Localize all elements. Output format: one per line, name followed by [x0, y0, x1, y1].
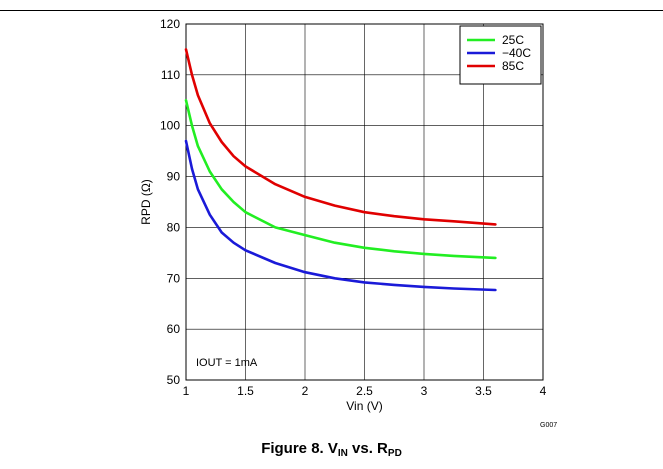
x-tick-label: 2.5: [356, 384, 373, 398]
x-axis-label: Vin (V): [346, 399, 382, 413]
series-lines: [184, 48, 497, 292]
caption-sub-pd: PD: [387, 448, 402, 459]
series-line: [184, 139, 497, 292]
x-tick-label: 2: [302, 384, 309, 398]
x-tick-label: 1: [183, 384, 190, 398]
figure-caption: Figure 8. VIN vs. RPD: [0, 440, 663, 459]
legend-label: 25C: [502, 33, 524, 47]
y-tick-label: 50: [167, 373, 181, 387]
plot-frame: [185, 23, 544, 381]
x-tick-label: 4: [540, 384, 547, 398]
series-line: [184, 99, 497, 260]
x-tick-label: 1.5: [237, 384, 254, 398]
caption-prefix: Figure 8. V: [261, 440, 338, 457]
figure-code: G007: [540, 422, 557, 429]
y-tick-label: 80: [167, 220, 181, 234]
y-tick-label: 60: [167, 322, 181, 336]
top-rule: [0, 10, 663, 11]
annotation-iout: IOUT = 1mA: [196, 357, 258, 369]
y-tick-label: 90: [167, 170, 181, 184]
legend-label: −40C: [502, 46, 531, 60]
caption-middle: vs. R: [347, 440, 388, 457]
series-line: [184, 48, 497, 226]
legend-label: 85C: [502, 59, 524, 73]
y-axis-label: RPD (Ω): [139, 179, 153, 225]
x-tick-label: 3: [421, 384, 428, 398]
y-tick-label: 100: [160, 119, 180, 133]
y-tick-label: 120: [160, 17, 180, 31]
legend-box: [459, 25, 542, 85]
x-tick-label: 3.5: [475, 384, 492, 398]
caption-sub-in: IN: [337, 448, 348, 459]
axis-ticks: 1 1.5 2 2.5 3 3.5 4 50 60 70 80 90 100 110 120: [160, 17, 547, 398]
y-tick-label: 70: [167, 271, 181, 285]
y-tick-label: 110: [161, 68, 180, 82]
